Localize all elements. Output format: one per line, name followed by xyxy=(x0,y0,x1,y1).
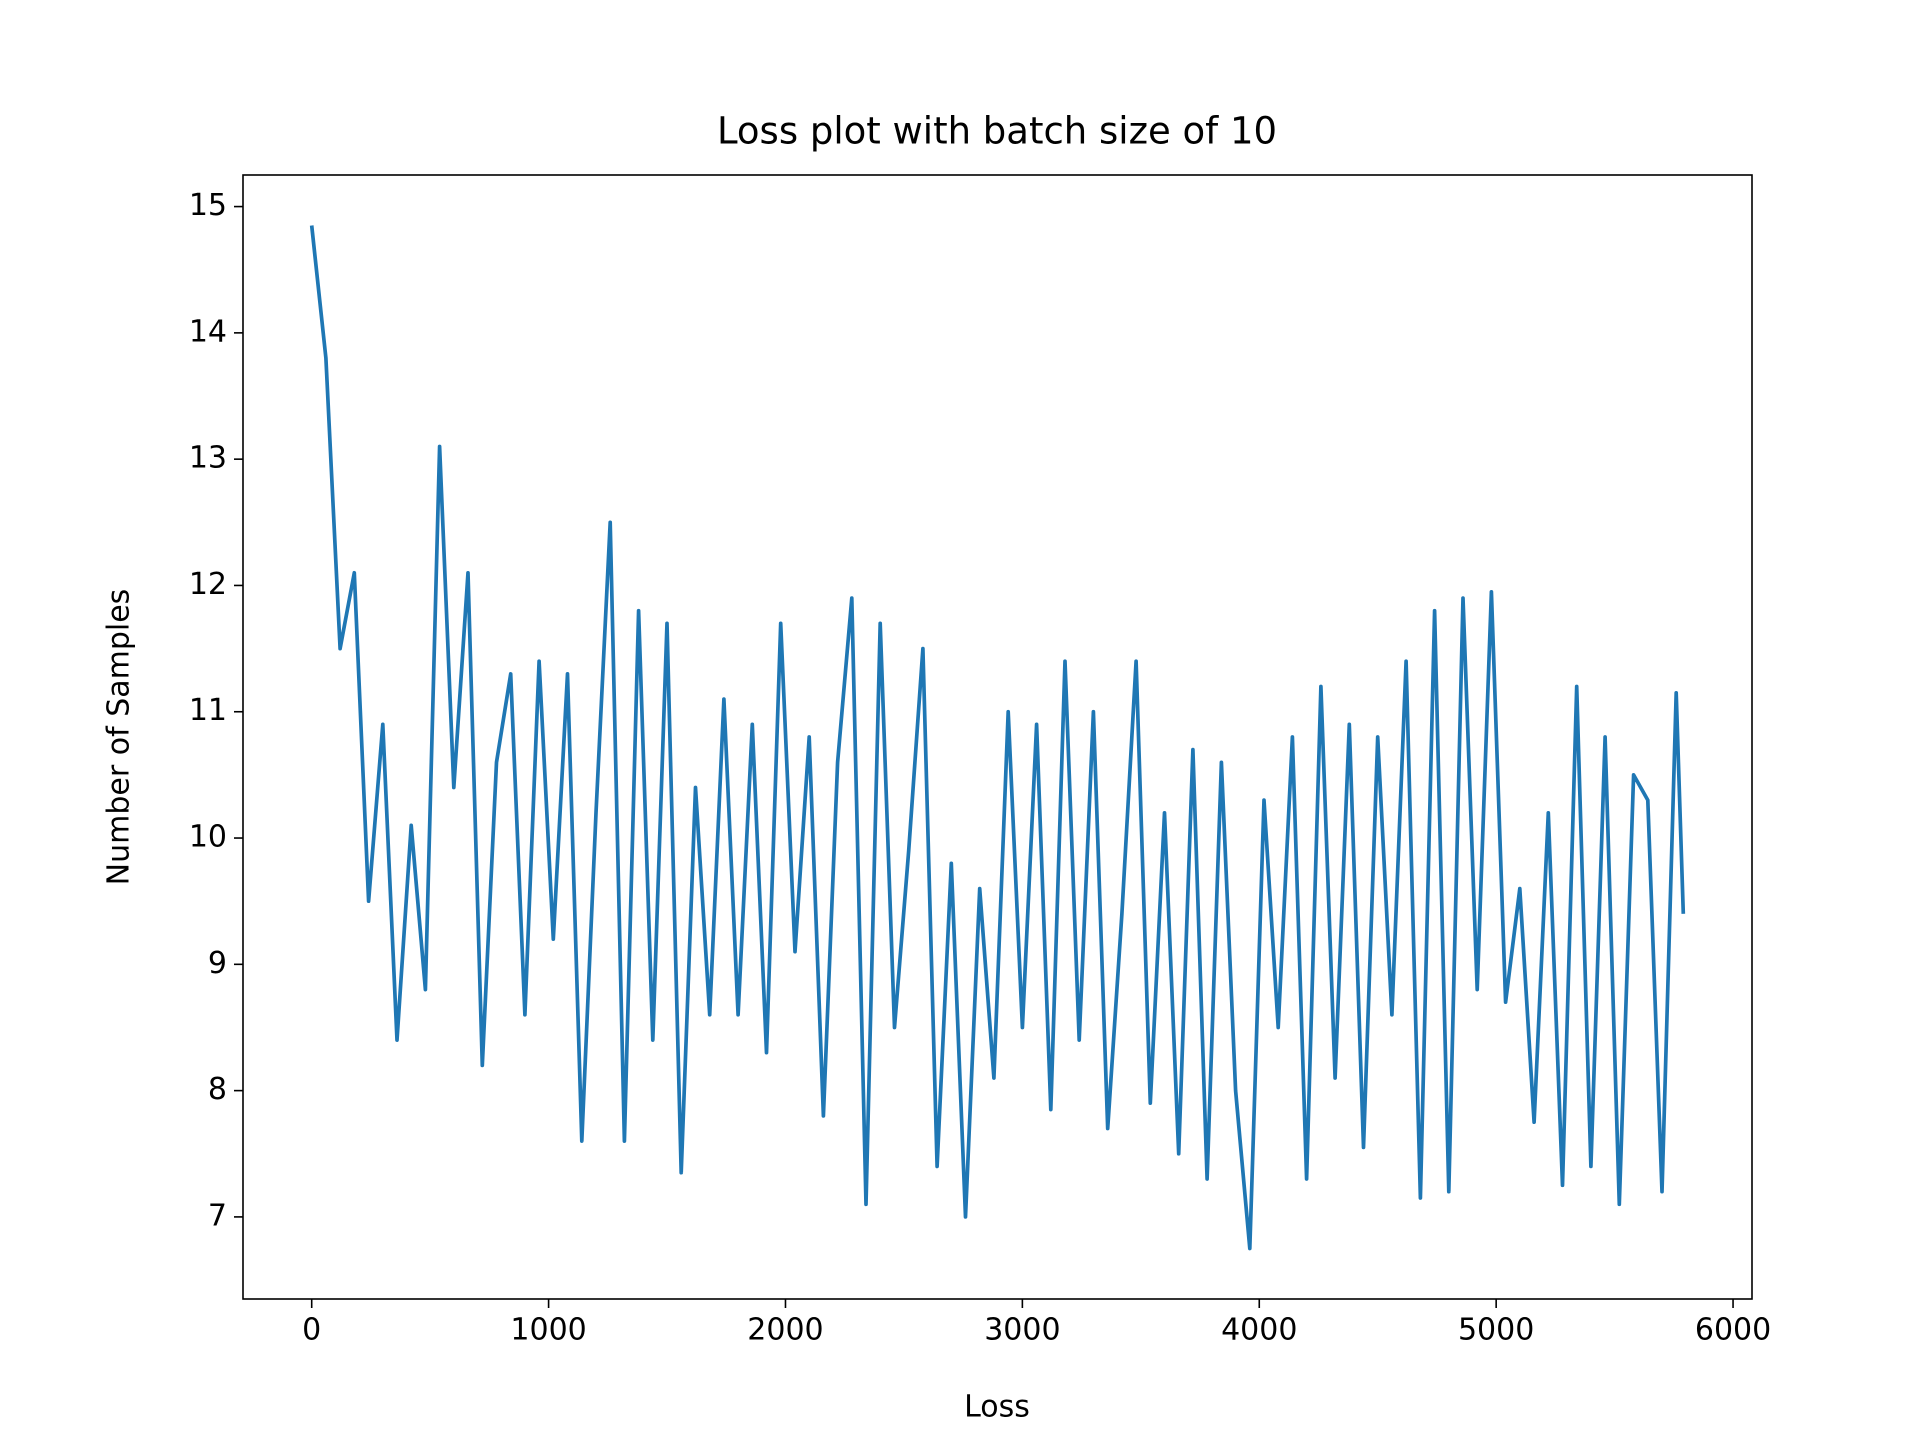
y-axis-label: Number of Samples xyxy=(102,589,137,886)
y-tick-label: 15 xyxy=(189,188,227,223)
plot-frame xyxy=(242,174,1753,1300)
y-tick-label: 11 xyxy=(189,693,227,728)
x-tick-label: 6000 xyxy=(1695,1313,1771,1348)
x-tick-label: 3000 xyxy=(984,1313,1060,1348)
chart-title: Loss plot with batch size of 10 xyxy=(717,110,1277,153)
x-tick-label: 2000 xyxy=(747,1313,823,1348)
y-tick-label: 13 xyxy=(189,441,227,476)
y-tick-label: 8 xyxy=(208,1072,227,1107)
y-tick-label: 10 xyxy=(189,820,227,855)
x-axis-label: Loss xyxy=(964,1390,1030,1425)
y-tick-label: 12 xyxy=(189,567,227,602)
data-line xyxy=(309,225,1686,1251)
y-tick-label: 14 xyxy=(189,314,227,349)
y-tick-label: 7 xyxy=(208,1198,227,1233)
x-tick-label: 0 xyxy=(302,1313,321,1348)
y-tick-label: 9 xyxy=(208,946,227,981)
x-tick-label: 1000 xyxy=(510,1313,586,1348)
x-tick-label: 5000 xyxy=(1458,1313,1534,1348)
x-tick-label: 4000 xyxy=(1221,1313,1297,1348)
